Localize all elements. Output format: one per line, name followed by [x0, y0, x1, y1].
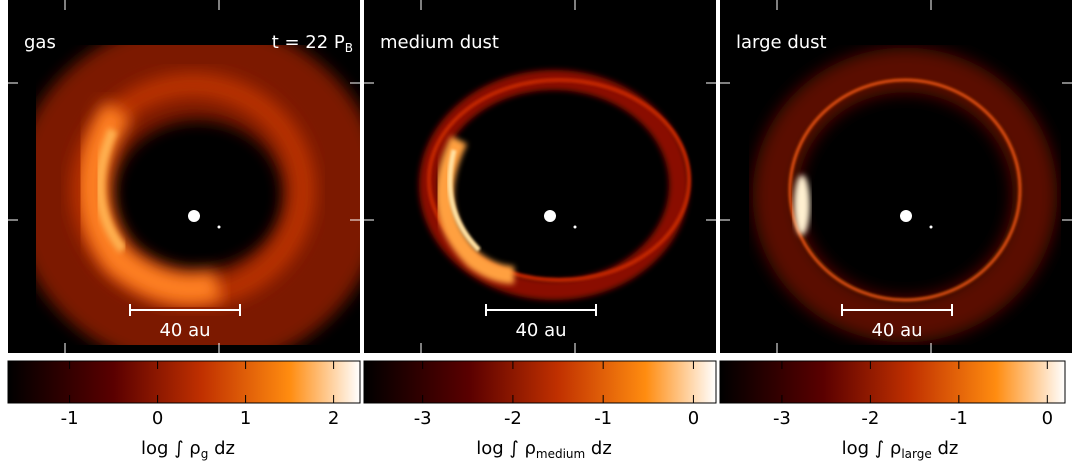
- colorbar-label: log ∫ ρmedium dz: [476, 438, 612, 461]
- colorbar: [719, 360, 1066, 404]
- colorbar-tick-label: 2: [328, 408, 339, 429]
- arm: [447, 149, 481, 252]
- disk: [13, 20, 383, 370]
- panel-title: medium dust: [380, 32, 499, 53]
- colorbar-tick-label: -2: [504, 408, 522, 429]
- colorbar-tick-label: 1: [240, 408, 251, 429]
- colorbar-label: log ∫ ρg dz: [141, 438, 235, 461]
- arm: [435, 135, 515, 284]
- colorbar-tick-label: -1: [594, 408, 612, 429]
- time-label: t = 22 PB: [272, 32, 353, 55]
- panel-title: gas: [24, 32, 56, 53]
- colorbar-tick-label: -3: [773, 408, 791, 429]
- star-primary: [544, 210, 556, 222]
- colorbar: [363, 360, 717, 404]
- colorbar-tick-label: -1: [61, 408, 79, 429]
- scale-bar-label: 40 au: [159, 320, 210, 341]
- colorbar-tick-label: 0: [688, 408, 699, 429]
- panel: medium dust 40 au: [364, 0, 716, 353]
- panel: large dust 40 au: [720, 0, 1072, 353]
- scale-bar-label: 40 au: [871, 320, 922, 341]
- scale-bar: [485, 304, 597, 316]
- star-primary: [188, 210, 200, 222]
- colorbar: [7, 360, 361, 404]
- colorbar-tick-label: -1: [950, 408, 968, 429]
- arm: [95, 128, 127, 254]
- clump: [794, 175, 810, 235]
- scale-bar: [129, 304, 241, 316]
- colorbar-label: log ∫ ρlarge dz: [842, 438, 959, 461]
- arm: [78, 102, 223, 305]
- star-secondary: [573, 225, 577, 229]
- colorbar-tick-label: 0: [1042, 408, 1053, 429]
- colorbar-tick-label: -3: [414, 408, 432, 429]
- scale-bar: [841, 304, 953, 316]
- star-secondary: [217, 225, 221, 229]
- colorbar-tick-label: 0: [152, 408, 163, 429]
- ring: [427, 78, 691, 282]
- panel-title: large dust: [736, 32, 827, 53]
- star-secondary: [929, 225, 933, 229]
- panel: gas t = 22 PB 40 au: [8, 0, 383, 370]
- star-primary: [900, 210, 912, 222]
- colorbar-tick-label: -2: [861, 408, 879, 429]
- ring: [788, 78, 1022, 302]
- scale-bar-label: 40 au: [515, 320, 566, 341]
- ring: [752, 47, 1058, 343]
